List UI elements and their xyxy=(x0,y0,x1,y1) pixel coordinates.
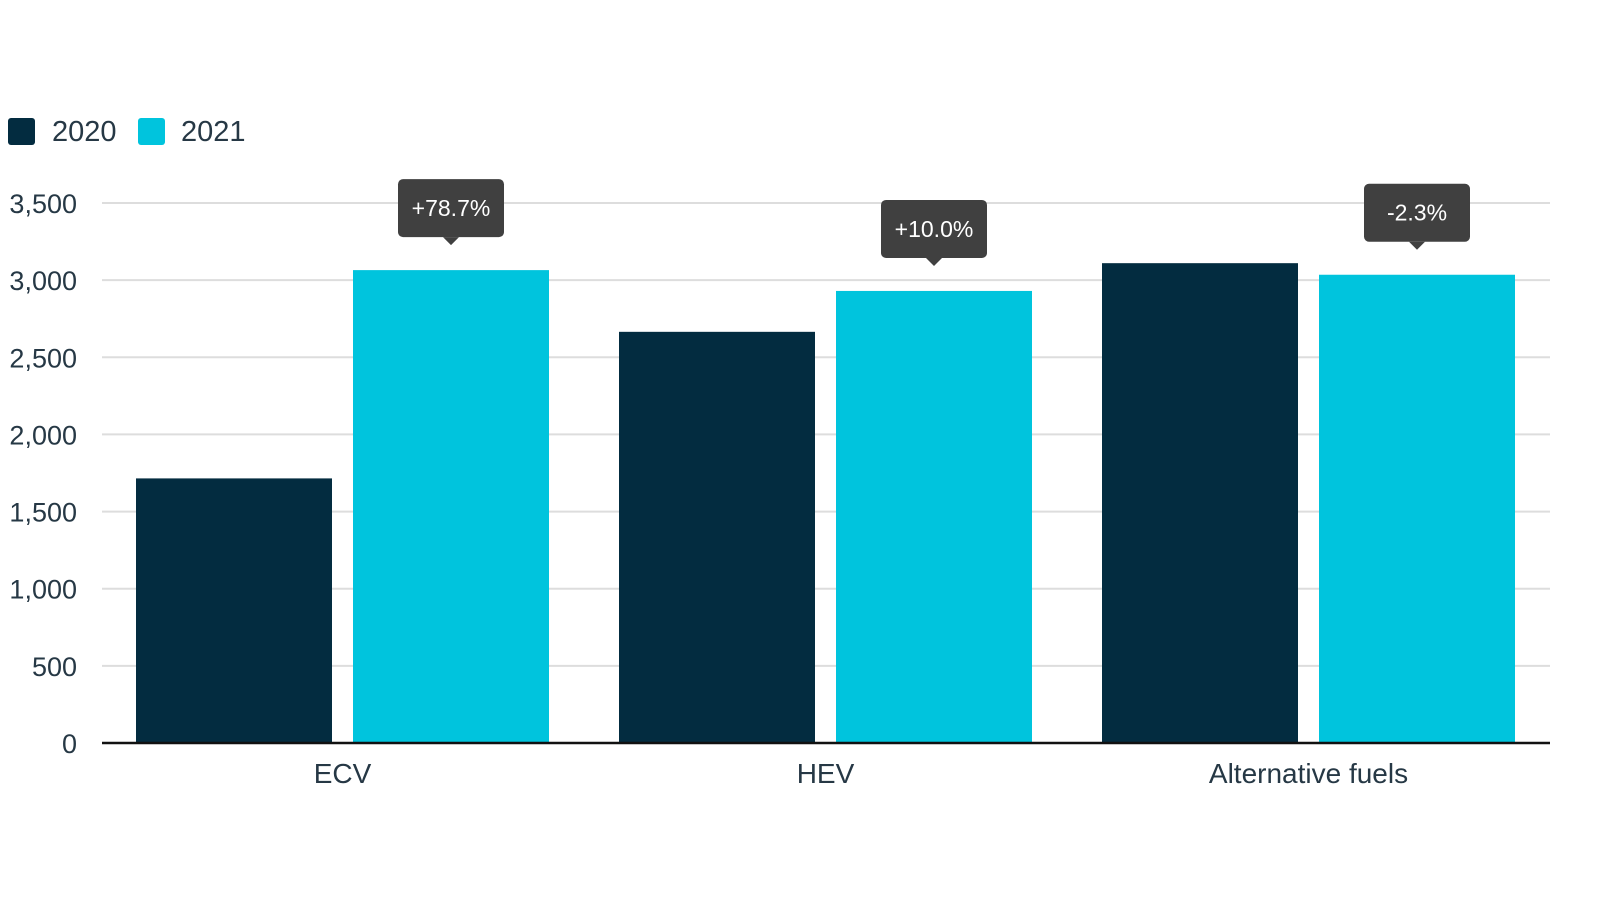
callout-pointer xyxy=(443,237,459,246)
legend: 2020 2021 xyxy=(8,116,246,148)
category-label: HEV xyxy=(797,758,855,789)
y-tick-label: 0 xyxy=(62,729,77,759)
y-tick-label: 1,500 xyxy=(9,498,77,528)
bar-2021-alternative-fuels xyxy=(1319,274,1515,743)
bars xyxy=(136,263,1515,743)
change-callout: +78.7% xyxy=(398,179,504,246)
gridlines xyxy=(102,202,1550,667)
bar-2020-alternative-fuels xyxy=(1102,263,1298,743)
bar-2021-ecv xyxy=(353,270,549,743)
change-callout: +10.0% xyxy=(881,199,987,266)
legend-label-2021: 2021 xyxy=(181,116,246,148)
callout-box xyxy=(881,199,987,258)
callout-label: +78.7% xyxy=(412,195,491,221)
y-tick-label: 2,000 xyxy=(9,420,77,450)
callout-pointer xyxy=(926,257,942,266)
legend-swatch-2020 xyxy=(8,118,35,145)
bar-2020-hev xyxy=(619,331,815,743)
legend-label-2020: 2020 xyxy=(52,116,117,148)
change-callouts: +78.7% +10.0% -2.3% xyxy=(398,179,1470,266)
callout-label: +10.0% xyxy=(895,216,974,242)
y-tick-label: 1,000 xyxy=(9,575,77,605)
y-tick-label: 500 xyxy=(32,652,77,682)
x-axis-category-labels: ECV HEV Alternative fuels xyxy=(314,758,1408,789)
y-tick-label: 2,500 xyxy=(9,343,77,373)
category-label: Alternative fuels xyxy=(1209,758,1408,789)
category-label: ECV xyxy=(314,758,372,789)
change-callout: -2.3% xyxy=(1364,183,1470,250)
callout-pointer xyxy=(1409,241,1425,250)
bar-2021-hev xyxy=(836,290,1032,743)
y-axis-tick-labels: 0 500 1,000 1,500 2,000 2,500 3,000 3,500 xyxy=(9,189,77,759)
legend-swatch-2021 xyxy=(138,118,165,145)
callout-box xyxy=(1364,183,1470,242)
callout-box xyxy=(398,179,504,238)
bar-2020-ecv xyxy=(136,478,332,743)
callout-label: -2.3% xyxy=(1387,200,1447,226)
y-tick-label: 3,500 xyxy=(9,189,77,219)
y-tick-label: 3,000 xyxy=(9,266,77,296)
